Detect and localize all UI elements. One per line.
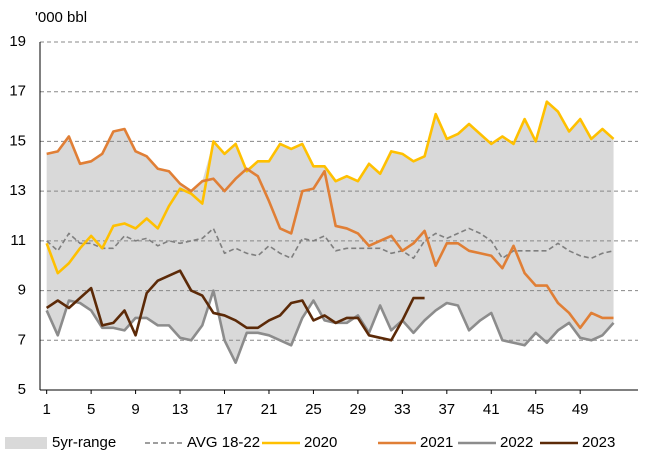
x-tick-label: 41 (483, 401, 500, 418)
x-tick-label: 1 (42, 401, 50, 418)
y-tick-label: 5 (18, 381, 26, 398)
legend-label: 2021 (420, 434, 453, 451)
x-tick-label: 9 (131, 401, 139, 418)
series-line (45, 100, 615, 275)
x-tick-label: 33 (394, 401, 411, 418)
legend-label: 2023 (582, 434, 615, 451)
x-tick-label: 5 (87, 401, 95, 418)
x-tick-label: 25 (305, 401, 322, 418)
y-tick-label: 19 (9, 33, 26, 50)
y-tick-label: 17 (9, 83, 26, 100)
y-tick-label: 11 (10, 232, 26, 249)
y-axis-label: '000 bbl (35, 9, 87, 26)
x-tick-label: 21 (261, 401, 278, 418)
series-line (45, 269, 425, 342)
x-tick-label: 29 (350, 401, 367, 418)
legend-label: 2022 (500, 434, 533, 451)
x-tick-label: 13 (172, 401, 189, 418)
legend-label: 2020 (304, 434, 337, 451)
x-tick-label: 17 (216, 401, 233, 418)
y-tick-label: 9 (18, 282, 26, 299)
legend-label: AVG 18-22 (187, 434, 260, 451)
x-tick-label: 45 (527, 401, 544, 418)
y-tick-label: 15 (9, 132, 26, 149)
y-tick-label: 7 (18, 331, 26, 348)
x-tick-label: 49 (572, 401, 589, 418)
series-line (46, 127, 614, 330)
series-line (46, 227, 614, 260)
range-area (46, 101, 614, 363)
y-tick-label: 13 (9, 182, 26, 199)
legend-label: 5yr-range (52, 434, 116, 451)
x-tick-label: 37 (438, 401, 455, 418)
legend-swatch (5, 437, 47, 449)
